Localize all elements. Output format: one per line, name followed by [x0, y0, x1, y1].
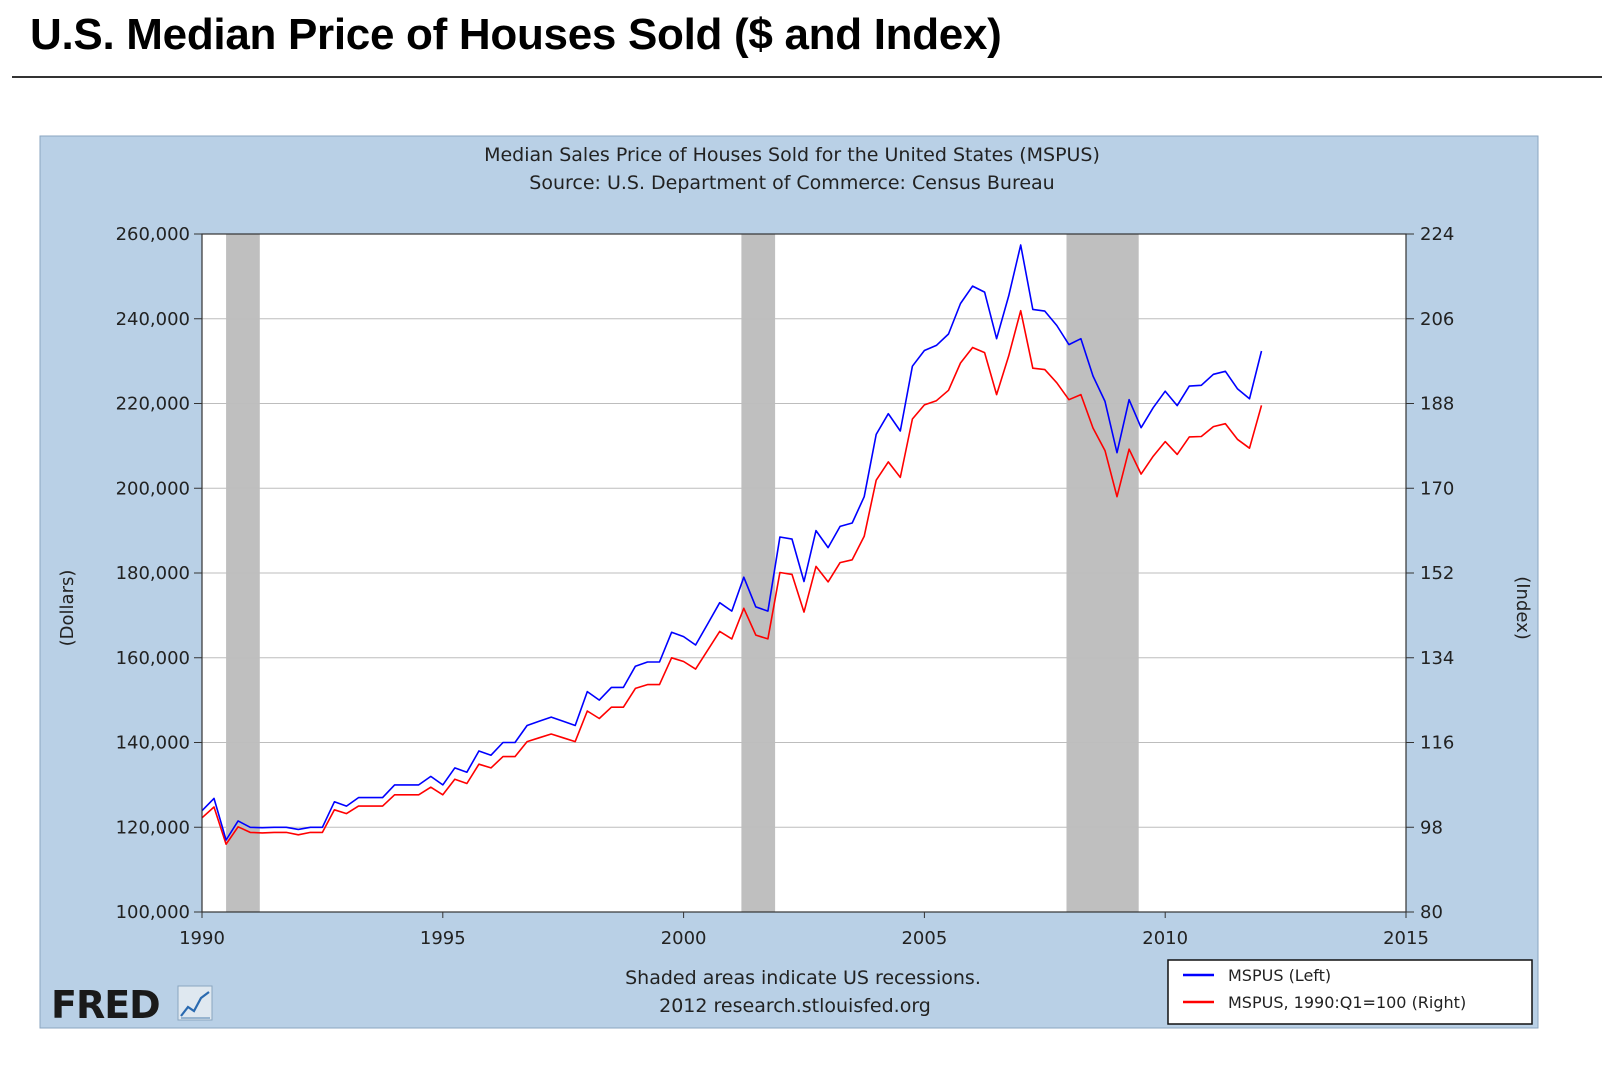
y-left-tick-label: 220,000: [116, 394, 190, 415]
y-right-tick-label: 152: [1420, 563, 1454, 584]
y-left-tick-label: 100,000: [116, 902, 190, 923]
x-tick-label: 2015: [1383, 928, 1429, 949]
chart-title: Median Sales Price of Houses Sold for th…: [484, 144, 1100, 166]
y-left-tick-label: 200,000: [116, 478, 190, 499]
title-divider: [12, 76, 1602, 78]
page-title: U.S. Median Price of Houses Sold ($ and …: [30, 10, 1002, 59]
y-left-tick-label: 180,000: [116, 563, 190, 584]
legend-label-left: MSPUS (Left): [1228, 966, 1331, 985]
y-axis-left-label: (Dollars): [57, 570, 78, 647]
x-tick-label: 1990: [179, 928, 225, 949]
y-right-tick-label: 98: [1420, 817, 1443, 838]
fred-chart-icon: [177, 985, 213, 1021]
chart-subtitle: Source: U.S. Department of Commerce: Cen…: [529, 172, 1054, 194]
series-lines: [201, 244, 1263, 846]
legend-box: [1167, 959, 1533, 1025]
y-left-tick-label: 140,000: [116, 733, 190, 754]
y-axis-right-label: (Index): [1512, 576, 1533, 640]
y-left-tick-label: 260,000: [116, 224, 190, 245]
recession-footnote: Shaded areas indicate US recessions.: [625, 967, 981, 989]
series-line-dollars: [201, 244, 1263, 841]
x-tick-label: 2010: [1142, 928, 1188, 949]
y-right-tick-label: 224: [1420, 224, 1454, 245]
x-tick-label: 2005: [901, 928, 947, 949]
y-left-tick-label: 160,000: [116, 648, 190, 669]
y-right-tick-label: 188: [1420, 394, 1454, 415]
legend: MSPUS (Left) MSPUS, 1990:Q1=100 (Right): [1167, 959, 1533, 1025]
axes: 100,000 120,000 140,000 160,000 180,000 200,0…: [116, 224, 1455, 949]
x-tick-label: 2000: [661, 928, 707, 949]
y-right-tick-label: 116: [1420, 733, 1454, 754]
y-left-tick-label: 240,000: [116, 309, 190, 330]
y-right-tick-label: 80: [1420, 902, 1443, 923]
y-right-tick-label: 170: [1420, 478, 1454, 499]
y-right-tick-label: 134: [1420, 648, 1454, 669]
source-footnote: 2012 research.stlouisfed.org: [659, 995, 931, 1017]
y-right-tick-label: 206: [1420, 309, 1454, 330]
x-tick-label: 1995: [420, 928, 466, 949]
fred-logo: FRED: [51, 983, 213, 1027]
fred-logo-text: FRED: [51, 983, 160, 1027]
series-line-index: [201, 309, 1263, 846]
y-left-tick-label: 120,000: [116, 817, 190, 838]
legend-label-right: MSPUS, 1990:Q1=100 (Right): [1228, 993, 1466, 1012]
